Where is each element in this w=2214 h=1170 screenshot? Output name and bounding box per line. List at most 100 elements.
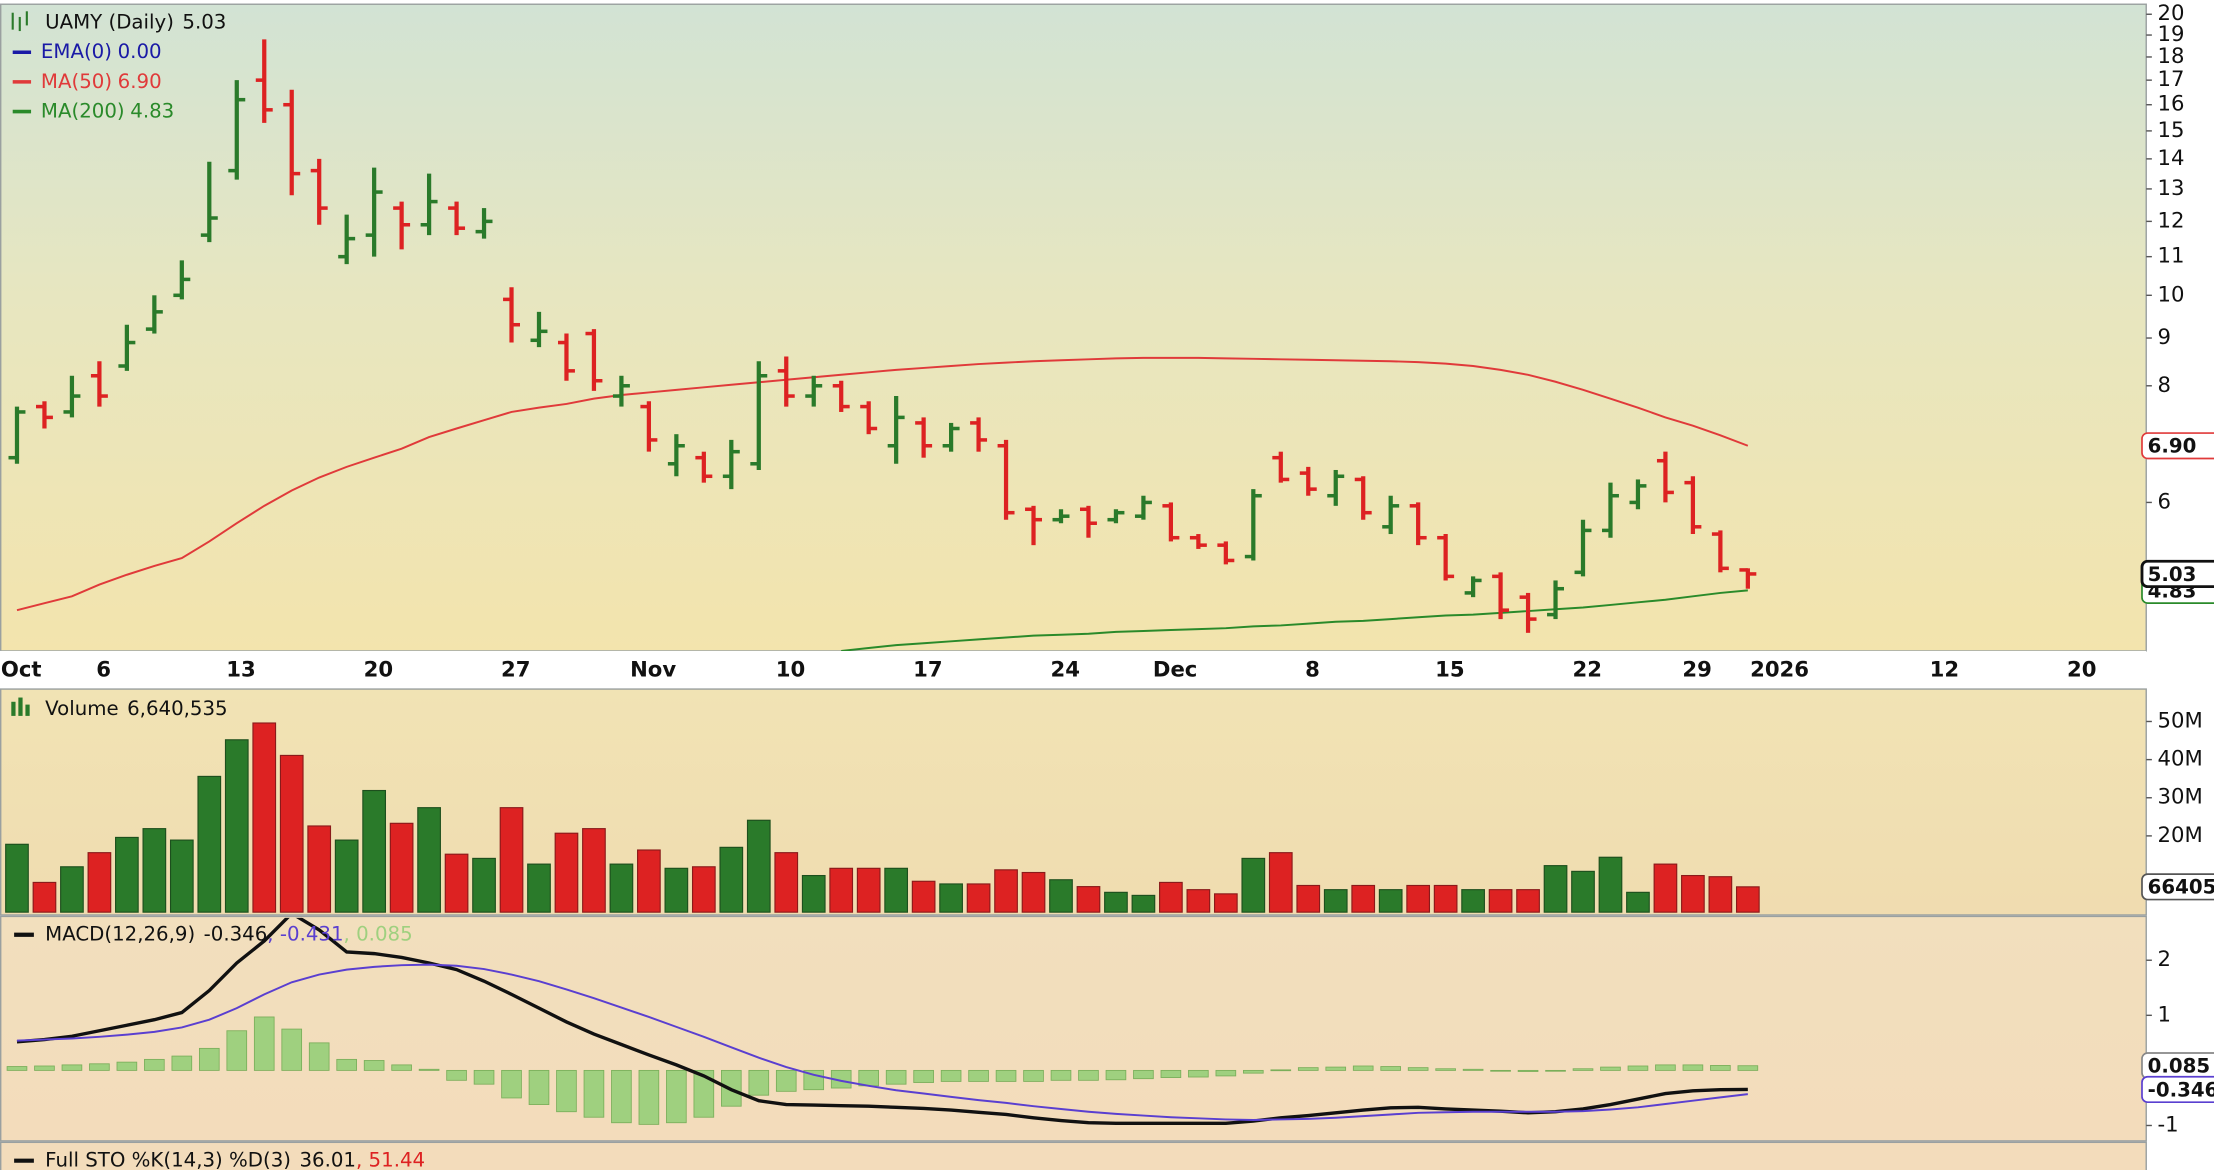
histogram-bar (1682, 1064, 1704, 1071)
histogram-bar (1215, 1069, 1237, 1077)
histogram-bar (391, 1064, 412, 1071)
y-tick-label: 18 (2158, 43, 2185, 68)
volume-bar (1626, 891, 1650, 913)
legend-text: EMA(0) (41, 40, 112, 63)
x-axis-band (0, 650, 2147, 690)
volume-icon (11, 697, 30, 716)
volume-bar (1378, 889, 1403, 913)
histogram-bar (995, 1069, 1017, 1082)
volume-bar (389, 822, 414, 913)
histogram-bar (666, 1069, 687, 1124)
legend-text: -0.346 (204, 922, 268, 945)
legend-text: 0.085 (356, 922, 413, 945)
histogram-bar (1297, 1067, 1319, 1071)
histogram-bar (1105, 1069, 1127, 1081)
y-tick-label: 9 (2158, 324, 2171, 349)
x-tick-label: 27 (501, 657, 530, 682)
legend-text: , (356, 1148, 369, 1170)
volume-bar (1159, 881, 1183, 913)
volume-bar (1543, 865, 1568, 913)
histogram-bar (940, 1069, 962, 1082)
volume-bar (1598, 856, 1623, 913)
histogram-bar (501, 1069, 522, 1099)
price-value-box (2140, 559, 2214, 589)
macd-panel (0, 915, 2147, 1142)
y-tick-label: 2 (2158, 946, 2171, 971)
macd-line (16, 963, 1748, 1121)
volume-bar (637, 849, 661, 913)
volume-title: Volume 6,640,535 (45, 696, 227, 719)
ma-value-label: 6.90 (2148, 435, 2197, 458)
x-tick-label: 6 (96, 657, 111, 682)
y-tick-label: 13 (2158, 175, 2185, 200)
histogram-bar (61, 1064, 83, 1071)
macd-value-label: 0.085 (2148, 1055, 2210, 1078)
y-tick-label: 20 (2158, 0, 2185, 25)
legend-text: 6.90 (118, 69, 162, 92)
x-tick-label: Dec (1153, 657, 1197, 682)
x-tick-label: 13 (226, 657, 255, 682)
histogram-bar (1490, 1069, 1511, 1072)
histogram-bar (1407, 1067, 1429, 1071)
histogram-bar (1380, 1066, 1401, 1071)
volume-bar (1488, 889, 1513, 913)
volume-bar (1351, 884, 1376, 913)
volume-bar (1268, 852, 1293, 913)
histogram-bar (1462, 1068, 1484, 1071)
legend-text: MA(50) (41, 69, 112, 92)
legend-text: 51.44 (369, 1148, 426, 1170)
legend-entry: MA(200) 4.83 (41, 99, 174, 122)
volume-value-label: 6640535 (2148, 876, 2214, 899)
y-tick-label: 19 (2158, 21, 2185, 46)
x-tick-label: 24 (1051, 657, 1080, 682)
x-tick-label: 15 (1435, 657, 1464, 682)
volume-bar (1296, 884, 1321, 913)
histogram-bar (198, 1047, 220, 1071)
macd-value-box (2141, 1075, 2214, 1104)
volume-bar (911, 880, 936, 913)
histogram-bar (226, 1030, 248, 1071)
legend-text: MACD(12,26,9) (45, 922, 195, 945)
histogram-bar (913, 1069, 934, 1083)
x-tick-label: 20 (364, 657, 393, 682)
ma-value-box (2141, 432, 2214, 460)
histogram-bar (34, 1065, 55, 1071)
volume-bar (169, 839, 194, 913)
histogram-bar (1243, 1069, 1264, 1074)
legend-text: 5.03 (182, 10, 226, 33)
y-tick-label: 30M (2158, 784, 2203, 809)
macd-line (16, 917, 1748, 1125)
price-value-label: 5.03 (2148, 563, 2197, 586)
volume-bar (1681, 874, 1705, 913)
histogram-bar (1737, 1065, 1759, 1071)
volume-bar (719, 846, 744, 913)
volume-bar (1571, 870, 1595, 913)
volume-bar (691, 866, 716, 913)
histogram-bar (1270, 1069, 1292, 1072)
volume-bar (307, 825, 332, 913)
histogram-bar (858, 1069, 879, 1087)
volume-bar (87, 852, 112, 913)
volume-bar (1323, 889, 1348, 913)
histogram-bar (968, 1069, 989, 1082)
y-tick-label: 16 (2158, 91, 2185, 116)
x-tick-label: 17 (913, 657, 942, 682)
x-tick-label: 20 (2067, 657, 2096, 682)
histogram-bar (693, 1069, 715, 1118)
legend-text: 6,640,535 (127, 696, 228, 719)
volume-bar (444, 853, 469, 913)
volume-bar (1516, 889, 1540, 913)
volume-bar (746, 819, 771, 913)
x-tick-label: 22 (1573, 657, 1602, 682)
x-tick-label: Oct (1, 657, 42, 682)
volume-bar (362, 789, 387, 913)
volume-bar (1708, 876, 1733, 913)
x-tick-label: 2026 (1750, 657, 1809, 682)
legend-entry: MA(50) 6.90 (41, 69, 162, 92)
volume-bar (1021, 871, 1046, 913)
volume-bar (417, 807, 441, 913)
volume-bar (1076, 886, 1101, 913)
histogram-bar (1133, 1069, 1154, 1080)
y-tick-label: 40M (2158, 746, 2203, 771)
